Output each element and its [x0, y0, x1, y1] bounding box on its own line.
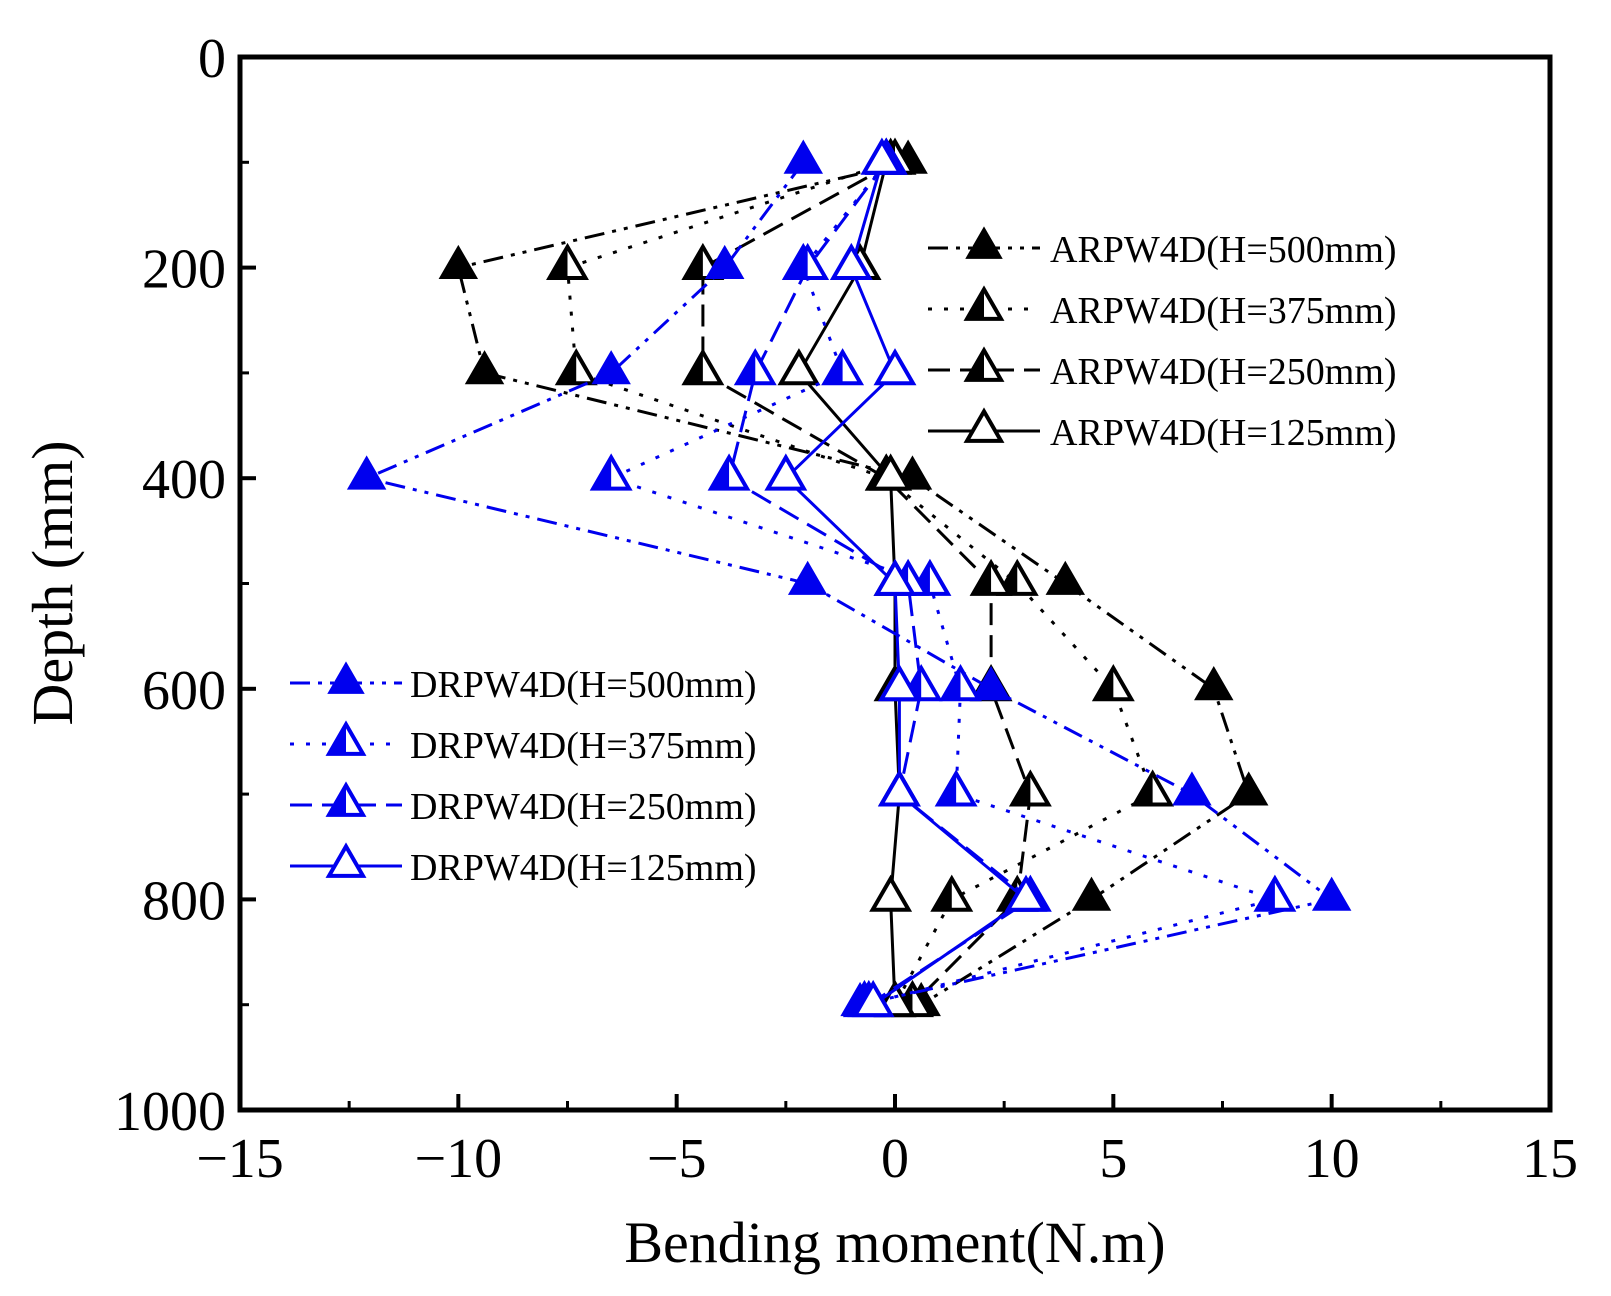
legend-item: ARPW4D(H=125mm): [928, 407, 1397, 454]
data-point-drpw4d-h-500mm: [783, 139, 824, 174]
data-point-drpw4d-h-125mm: [873, 558, 917, 596]
data-point-arpw4d-h-500mm: [438, 244, 479, 279]
data-point-arpw4d-h-125mm: [869, 874, 913, 912]
data-point-drpw4d-h-500mm: [591, 350, 631, 385]
legend-layer: ARPW4D(H=500mm) ARPW4D(H=375mm) ARPW4D(H=2…: [290, 226, 1397, 889]
legend-marker: [325, 781, 367, 817]
data-point-arpw4d-h-375mm: [1131, 769, 1175, 807]
legend-item: DRPW4D(H=500mm): [290, 661, 757, 706]
legend-marker: [325, 842, 367, 878]
y-tick-label: 1000: [114, 1081, 226, 1143]
data-point-drpw4d-h-250mm: [786, 242, 830, 280]
x-tick-label: 15: [1522, 1128, 1578, 1190]
data-point-drpw4d-h-500mm: [1311, 876, 1352, 911]
data-point-arpw4d-h-375mm: [554, 348, 598, 386]
legend-lower-left: DRPW4D(H=500mm) DRPW4D(H=375mm) DRPW4D(H=2…: [290, 661, 757, 889]
data-point-drpw4d-h-500mm: [1172, 771, 1212, 806]
data-point-arpw4d-h-125mm: [869, 453, 913, 491]
data-point-drpw4d-h-125mm: [764, 453, 808, 491]
data-point-drpw4d-h-375mm: [821, 348, 865, 386]
series-drpw4d-h-500mm: [346, 139, 1352, 1017]
legend-marker: [965, 226, 1003, 259]
legend-label: DRPW4D(H=500mm): [410, 664, 757, 706]
legend-marker: [963, 407, 1005, 443]
ticks-layer: −15 −10 −5 0 5 10 15 0 200 400 600 800 1000: [114, 28, 1578, 1190]
x-axis-title: Bending moment(N.m): [624, 1210, 1165, 1275]
data-point-arpw4d-h-250mm: [681, 348, 725, 386]
data-point-drpw4d-h-125mm: [877, 769, 921, 807]
legend-label: ARPW4D(H=375mm): [1050, 290, 1397, 332]
y-tick-label: 0: [198, 28, 226, 90]
data-point-drpw4d-h-125mm: [829, 242, 873, 280]
legend-label: ARPW4D(H=250mm): [1050, 351, 1397, 393]
data-point-drpw4d-h-500mm: [787, 560, 828, 595]
data-point-arpw4d-h-375mm: [930, 874, 974, 912]
legend-marker: [963, 346, 1005, 382]
data-point-arpw4d-h-250mm: [969, 558, 1013, 596]
data-point-drpw4d-h-375mm: [1253, 874, 1297, 912]
data-point-arpw4d-h-375mm: [546, 242, 589, 280]
data-point-drpw4d-h-250mm: [733, 348, 777, 386]
x-tick-label: −10: [415, 1128, 503, 1190]
legend-item: DRPW4D(H=250mm): [290, 781, 757, 828]
data-point-drpw4d-h-125mm: [873, 348, 917, 386]
legend-marker: [325, 720, 367, 756]
data-point-arpw4d-h-500mm: [464, 350, 505, 385]
legend-label: ARPW4D(H=500mm): [1050, 229, 1397, 271]
data-point-drpw4d-h-375mm: [934, 769, 978, 807]
y-tick-label: 400: [142, 449, 226, 511]
data-point-drpw4d-h-500mm: [704, 244, 745, 279]
data-point-drpw4d-h-125mm: [1004, 874, 1048, 912]
data-point-arpw4d-h-125mm: [777, 348, 821, 386]
y-tick-label: 800: [142, 870, 226, 932]
series-layer: [346, 137, 1352, 1018]
legend-item: ARPW4D(H=500mm): [928, 226, 1397, 271]
legend-item: ARPW4D(H=375mm): [928, 285, 1397, 332]
legend-label: ARPW4D(H=125mm): [1050, 412, 1397, 454]
data-point-arpw4d-h-250mm: [1008, 769, 1052, 807]
data-point-drpw4d-h-125mm: [877, 664, 921, 702]
legend-label: DRPW4D(H=125mm): [410, 847, 757, 889]
data-point-drpw4d-h-375mm: [589, 453, 633, 491]
x-tick-label: −15: [196, 1128, 284, 1190]
x-tick-label: 10: [1304, 1128, 1360, 1190]
legend-item: DRPW4D(H=125mm): [290, 842, 757, 889]
data-point-arpw4d-h-500mm: [1194, 666, 1234, 701]
data-point-arpw4d-h-500mm: [1045, 560, 1086, 595]
legend-label: DRPW4D(H=375mm): [410, 725, 757, 767]
data-point-arpw4d-h-500mm: [1071, 876, 1112, 911]
legend-marker: [327, 661, 365, 694]
legend-item: ARPW4D(H=250mm): [928, 346, 1397, 393]
x-tick-label: 5: [1099, 1128, 1127, 1190]
data-point-arpw4d-h-375mm: [1091, 664, 1135, 702]
data-point-drpw4d-h-500mm: [971, 666, 1011, 701]
data-point-arpw4d-h-500mm: [1228, 771, 1269, 806]
x-tick-label: −5: [647, 1128, 707, 1190]
y-axis-title: Depth (mm): [20, 440, 85, 725]
legend-item: DRPW4D(H=375mm): [290, 720, 757, 767]
data-point-drpw4d-h-250mm: [707, 453, 751, 491]
series-line-arpw4d-h-375mm: [565, 160, 1155, 1006]
y-tick-label: 200: [142, 239, 226, 301]
y-tick-label: 600: [142, 660, 226, 722]
legend-label: DRPW4D(H=250mm): [410, 786, 757, 828]
data-point-drpw4d-h-125mm: [860, 137, 904, 175]
data-point-drpw4d-h-500mm: [346, 455, 387, 490]
legend-marker: [963, 285, 1005, 321]
data-point-drpw4d-h-375mm: [939, 664, 982, 702]
x-tick-label: 0: [881, 1128, 909, 1190]
legend-upper-right: ARPW4D(H=500mm) ARPW4D(H=375mm) ARPW4D(H=2…: [928, 226, 1397, 454]
data-point-drpw4d-h-125mm: [851, 979, 895, 1018]
series-drpw4d-h-125mm: [764, 137, 1048, 1018]
